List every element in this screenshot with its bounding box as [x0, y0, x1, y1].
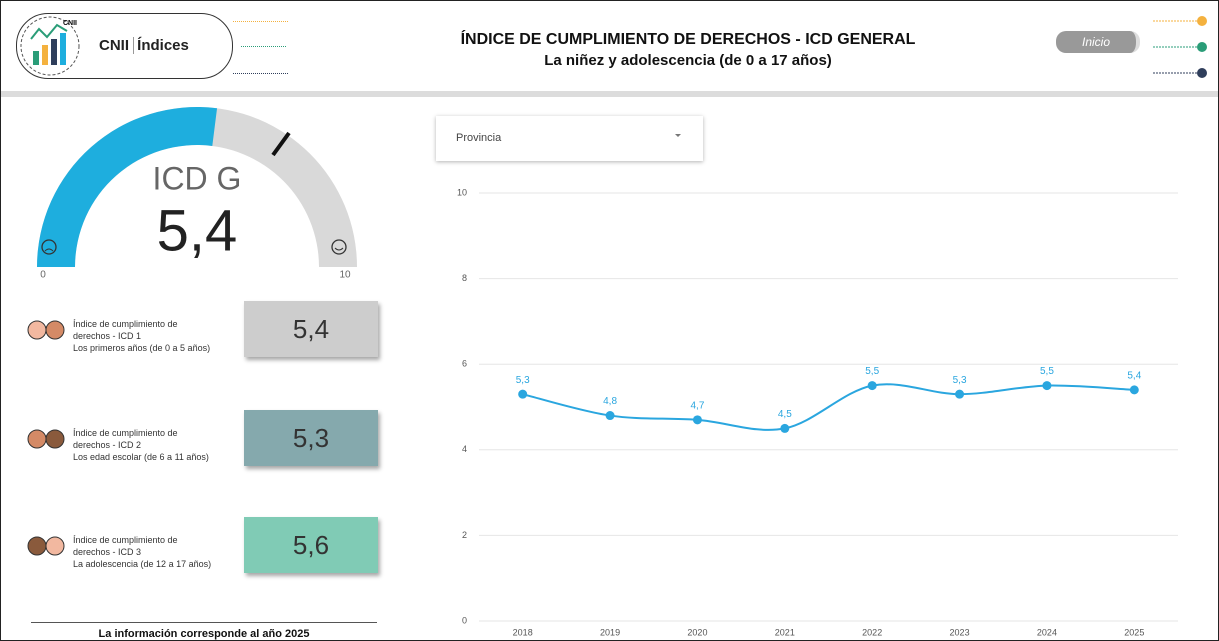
footer-line [31, 622, 377, 623]
y-tick-label: 0 [462, 615, 467, 625]
gauge-value: 5,4 [157, 198, 238, 263]
logo-top: CNII [63, 20, 77, 27]
x-tick-label: 2018 [513, 627, 533, 637]
y-tick-label: 4 [462, 444, 467, 454]
point [867, 381, 877, 391]
gauge-fill [37, 106, 218, 268]
value-label: 5,4 [1127, 371, 1141, 382]
card-value: 5,6 [244, 517, 378, 573]
point [605, 411, 615, 421]
target-marker [271, 131, 291, 157]
x-tick-label: 2020 [687, 627, 707, 637]
card-text: Índice de cumplimiento de derechos - ICD… [73, 427, 238, 463]
logo-icon: CNII [20, 16, 80, 76]
value-label: 5,3 [953, 375, 967, 386]
line-chart: 0 2 4 6 8 10 2018 2019 2020 2021 2022 2023 2024 2025 5… [457, 187, 1178, 637]
deco-line [233, 73, 288, 74]
point [1042, 381, 1052, 391]
card-icon [26, 319, 66, 341]
x-tick-label: 2019 [600, 627, 620, 637]
y-tick-label: 2 [462, 530, 467, 540]
gauge-min: 0 [40, 270, 46, 281]
point [1129, 385, 1139, 395]
value-label: 4,5 [778, 409, 792, 420]
value-label: 5,5 [1040, 366, 1054, 377]
x-tick-label: 2022 [862, 627, 882, 637]
x-tick-label: 2023 [950, 627, 970, 637]
value-label: 4,7 [690, 400, 704, 411]
card-icon [26, 428, 66, 450]
card-title: Índice de cumplimiento de derechos - ICD… [73, 319, 178, 341]
value-label: 4,8 [603, 396, 617, 407]
sad-face [41, 239, 57, 255]
card-value: 5,4 [244, 301, 378, 357]
card-subtitle: Los primeros años (de 0 a 5 años) [73, 343, 211, 353]
gauge-label: ICD G [153, 160, 242, 196]
page-subtitle: La niñez y adolescencia (de 0 a 17 años) [544, 52, 832, 69]
value-label: 5,5 [865, 366, 879, 377]
province-filter[interactable]: Provincia [436, 116, 703, 161]
deco-dots [1153, 16, 1207, 78]
card-title: Índice de cumplimiento de derechos - ICD… [73, 428, 178, 450]
deco-line [233, 21, 288, 22]
card-subtitle: La adolescencia (de 12 a 17 años) [73, 559, 212, 569]
card-text: Índice de cumplimiento de derechos - ICD… [73, 534, 238, 570]
y-tick-label: 10 [457, 187, 467, 197]
page-title: ÍNDICE DE CUMPLIMIENTO DE DERECHOS - ICD… [460, 31, 916, 48]
line [522, 383, 1135, 431]
card-title: Índice de cumplimiento de derechos - ICD… [73, 535, 178, 557]
x-tick-label: 2024 [1037, 627, 1057, 637]
x-tick-label: 2021 [775, 627, 795, 637]
card-text: Índice de cumplimiento de derechos - ICD… [73, 318, 238, 354]
logo-text: CNII Índices [99, 37, 189, 54]
separator [1, 91, 1218, 97]
y-tick-label: 8 [462, 273, 467, 283]
card-icon [26, 535, 66, 557]
logo-pill [16, 13, 233, 79]
y-tick-label: 6 [462, 359, 467, 369]
point [780, 423, 790, 433]
point [955, 389, 965, 399]
point [692, 415, 702, 425]
deco-line [241, 46, 286, 47]
home-button[interactable]: Inicio [1056, 31, 1140, 53]
value-label: 5,3 [516, 375, 530, 386]
gauge: ICD G 5,4 0 10 [37, 106, 357, 281]
card-value: 5,3 [244, 410, 378, 466]
x-tick-label: 2025 [1124, 627, 1144, 637]
card-subtitle: Los edad escolar (de 6 a 11 años) [73, 452, 209, 462]
point [518, 389, 528, 399]
happy-face [331, 239, 347, 255]
footer-note: La información corresponde al año 2025 [98, 628, 310, 640]
gauge-max: 10 [339, 270, 351, 281]
